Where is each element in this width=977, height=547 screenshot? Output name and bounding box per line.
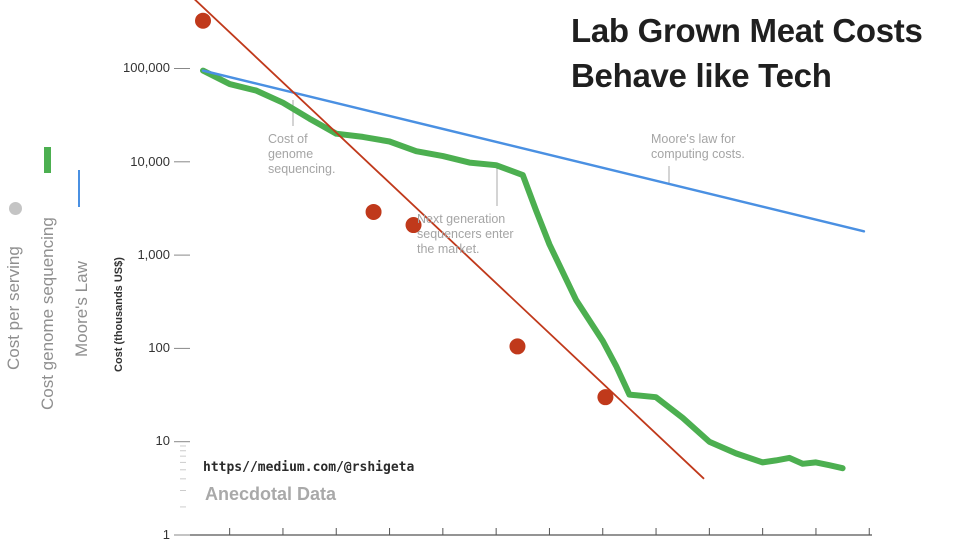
- y-tick-label: 1,000: [137, 247, 170, 262]
- legend-marker-circle: [9, 202, 22, 215]
- cost-per-serving-point: [597, 389, 614, 406]
- cost-per-serving-point: [405, 217, 422, 234]
- credit-url: https//medium.com/@rshigeta: [203, 460, 415, 475]
- annotation-line: computing costs.: [651, 147, 745, 161]
- annotation-moore: Moore's law for computing costs.: [651, 132, 745, 162]
- annotation-line: Next generation: [417, 212, 506, 226]
- legend-marker-blue-line: [78, 170, 80, 207]
- annotation-line: sequencers enter: [417, 227, 514, 241]
- annotation-line: sequencing.: [268, 162, 336, 176]
- annotation-line: genome: [268, 147, 314, 161]
- cost-per-serving-point: [365, 203, 382, 220]
- cost-per-serving-point: [195, 12, 211, 29]
- legend-label-cost-per-serving: Cost per serving: [4, 246, 23, 370]
- annotation-next-generation: Next generation sequencers enter the mar…: [417, 212, 514, 257]
- annotation-line: Cost of: [268, 132, 308, 146]
- annotation-line: the market.: [417, 242, 480, 256]
- y-tick-label: 1: [162, 527, 170, 542]
- credit-note: Anecdotal Data: [205, 484, 337, 504]
- y-tick-label: 100: [148, 340, 170, 355]
- chart-title-line-2: Behave like Tech: [571, 57, 832, 94]
- cost-per-serving-point: [509, 338, 526, 355]
- legend-label-moore: Moore's Law: [72, 261, 91, 357]
- legend-marker-green-line: [44, 147, 51, 173]
- y-tick-label: 10,000: [130, 154, 170, 169]
- legend-label-genome: Cost genome sequencing: [38, 217, 57, 410]
- annotation-line: Moore's law for: [651, 132, 736, 146]
- cost-per-serving-trendline: [194, 0, 705, 480]
- annotation-genome-cost: Cost of genome sequencing.: [268, 132, 335, 177]
- series-moore-line: [201, 69, 866, 233]
- y-tick-label: 100,000: [123, 60, 170, 75]
- series-genome-line: [200, 67, 846, 472]
- chart-title-line-1: Lab Grown Meat Costs: [571, 12, 923, 49]
- y-tick-label: 10: [155, 433, 170, 448]
